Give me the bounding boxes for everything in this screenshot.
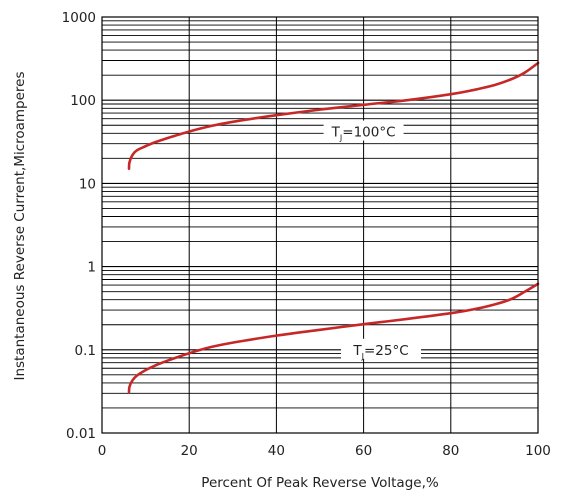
x-tick-label: 0 xyxy=(98,443,107,459)
plot-frame xyxy=(101,16,539,434)
y-axis-label: Instantaneous Reverse Current,Microamper… xyxy=(12,71,28,380)
x-tick-label: 80 xyxy=(442,443,459,459)
x-tick-label: 60 xyxy=(355,443,372,459)
grid-lines xyxy=(101,17,539,434)
y-tick-label: 1 xyxy=(87,260,96,276)
y-tick-label: 0.01 xyxy=(66,426,96,442)
y-tick-label: 100 xyxy=(70,93,96,109)
x-axis-label: Percent Of Peak Reverse Voltage,% xyxy=(201,475,439,491)
annotation-box xyxy=(341,338,422,359)
y-tick-labels: 0.01 0.1 1 10 100 1000 xyxy=(62,10,96,442)
annotation-box xyxy=(323,120,404,141)
x-tick-label: 40 xyxy=(268,443,285,459)
series-line-tj-25c xyxy=(127,282,540,394)
y-tick-label: 10 xyxy=(79,176,96,192)
y-tick-label: 0.1 xyxy=(75,343,96,359)
annotation-tj-100c: TJ=100°C xyxy=(331,125,396,143)
x-tick-labels: 0 20 40 60 80 100 xyxy=(98,443,551,459)
annotation-tj-25c: TJ=25°C xyxy=(352,343,408,361)
series-annotations: TJ=100°C TJ=25°C xyxy=(323,120,422,361)
x-tick-label: 20 xyxy=(181,443,198,459)
series-lines xyxy=(127,61,540,394)
series-line-tj-100c xyxy=(127,61,540,170)
y-tick-label: 1000 xyxy=(62,10,96,26)
x-tick-label: 100 xyxy=(525,443,551,459)
